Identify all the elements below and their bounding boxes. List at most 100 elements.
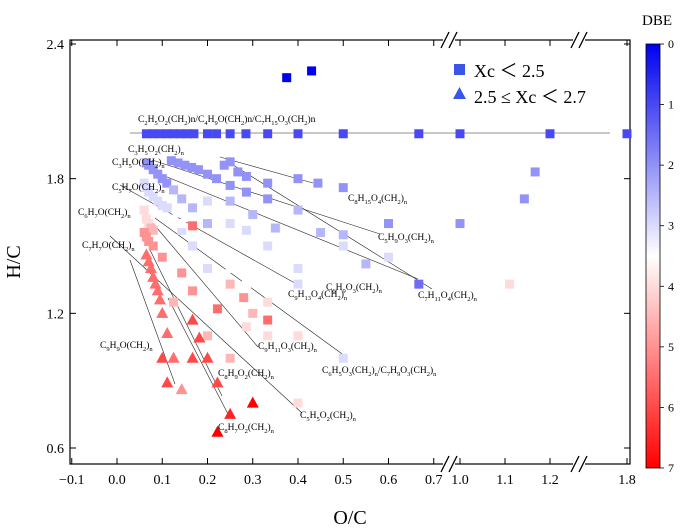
break-slash — [440, 455, 450, 473]
series-label: C2H5O2(CH2)n/C4H9O(CH2)n/C7H15O3(CH2)n — [138, 114, 316, 127]
square-point — [180, 160, 190, 170]
x-tick-label: 0.1 — [154, 473, 172, 488]
series-label: C5H5O2(CH2)n — [300, 410, 357, 423]
colorbar-tick-label: 5 — [668, 340, 674, 354]
square-point — [157, 252, 167, 262]
series-label: C3H5O2(CH2)n — [128, 144, 185, 157]
square-point — [189, 129, 199, 139]
y-tick-label: 1.8 — [47, 173, 65, 188]
square-point — [169, 214, 179, 224]
triangle-point — [156, 306, 169, 318]
square-point — [203, 129, 212, 139]
legend: Xc ＜ 2.5 2.5 ≤ Xc ＜ 2.7 — [453, 61, 586, 107]
triangle-point — [167, 351, 180, 363]
guide-line — [229, 162, 433, 290]
square-point — [177, 268, 187, 278]
guide-line — [109, 235, 303, 414]
legend-label-triangle: 2.5 ≤ Xc ＜ 2.7 — [474, 87, 586, 107]
series-label: C8H7O2(CH2)n — [218, 422, 275, 435]
square-point — [212, 174, 222, 184]
colorbar-title: DBE — [642, 13, 672, 29]
square-point — [241, 187, 251, 197]
triangle-point — [144, 261, 157, 273]
colorbar-gradient — [645, 43, 661, 469]
square-point — [188, 221, 198, 231]
square-point — [293, 279, 303, 289]
square-point — [338, 230, 348, 240]
square-point — [293, 174, 303, 184]
triangle-point — [224, 407, 237, 419]
square-point — [241, 129, 251, 139]
triangle-point — [161, 376, 174, 388]
square-point — [519, 194, 529, 204]
square-point — [188, 228, 198, 238]
square-point — [241, 225, 251, 235]
square-point — [157, 201, 167, 211]
square-point — [313, 178, 323, 188]
square-point — [162, 203, 172, 213]
square-point — [225, 196, 235, 206]
square-point — [293, 205, 303, 215]
triangle-point — [193, 331, 206, 343]
square-point — [203, 241, 212, 251]
square-point — [175, 129, 185, 139]
break-slash — [570, 455, 580, 473]
break-slash — [578, 31, 588, 49]
square-point — [144, 237, 154, 247]
square-point — [169, 185, 179, 195]
colorbar-tick-label: 0 — [668, 37, 674, 51]
x-tick-label: 0.6 — [380, 473, 398, 488]
square-point — [148, 241, 158, 251]
square-point — [169, 129, 179, 139]
series-label: C6H9O3(CH2)n — [326, 282, 383, 295]
square-point — [212, 129, 222, 139]
series-label: C8H15O4(CH2)n — [348, 193, 408, 206]
square-point — [233, 167, 243, 177]
square-point — [282, 73, 292, 83]
square-point — [157, 174, 167, 184]
colorbar-tick-label: 7 — [668, 461, 674, 475]
square-point — [384, 219, 393, 229]
x-tick-label: 0.5 — [335, 473, 353, 488]
square-point — [263, 129, 273, 139]
square-point — [241, 279, 251, 289]
x-tick-label: 1.0 — [451, 473, 469, 488]
triangle-point — [211, 425, 224, 437]
y-tick-label: 2.4 — [47, 38, 65, 53]
square-point — [361, 259, 371, 269]
square-point — [263, 297, 273, 307]
x-axis-ticks: −0.1 0.0 0.1 0.2 0.3 0.4 0.5 0.6 0.7 1.0 1.1 1.2 1.8 — [59, 40, 636, 488]
triangle-point — [186, 351, 199, 363]
square-point — [263, 194, 273, 204]
square-point — [455, 129, 465, 139]
square-point — [270, 223, 280, 233]
square-point — [545, 129, 555, 139]
square-point — [338, 353, 348, 363]
x-tick-label: −0.1 — [59, 473, 84, 488]
square-point — [293, 398, 303, 408]
guide-line — [139, 207, 259, 348]
square-point — [188, 203, 198, 213]
square-point — [203, 169, 212, 179]
triangle-point — [175, 383, 188, 395]
legend-label-square: Xc ＜ 2.5 — [474, 61, 545, 81]
break-slash — [440, 31, 450, 49]
square-point — [225, 297, 235, 307]
square-point — [225, 263, 235, 273]
square-point — [188, 286, 198, 296]
square-point — [203, 196, 212, 206]
x-tick-label: 0.4 — [289, 473, 307, 488]
square-point — [141, 129, 151, 139]
square-point — [338, 129, 348, 139]
triangle-point — [201, 351, 214, 363]
square-point — [263, 178, 273, 188]
series-label: C7H7O(CH2)n — [82, 240, 135, 253]
square-point — [530, 167, 540, 177]
square-point — [153, 169, 163, 179]
x-axis-title: O/C — [333, 507, 366, 529]
data-points — [139, 66, 632, 437]
square-point — [173, 158, 183, 168]
square-point — [182, 129, 192, 139]
series-labels: C2H5O2(CH2)n/C4H9O(CH2)n/C7H15O3(CH2)n C3… — [78, 114, 478, 435]
square-point — [187, 162, 197, 172]
